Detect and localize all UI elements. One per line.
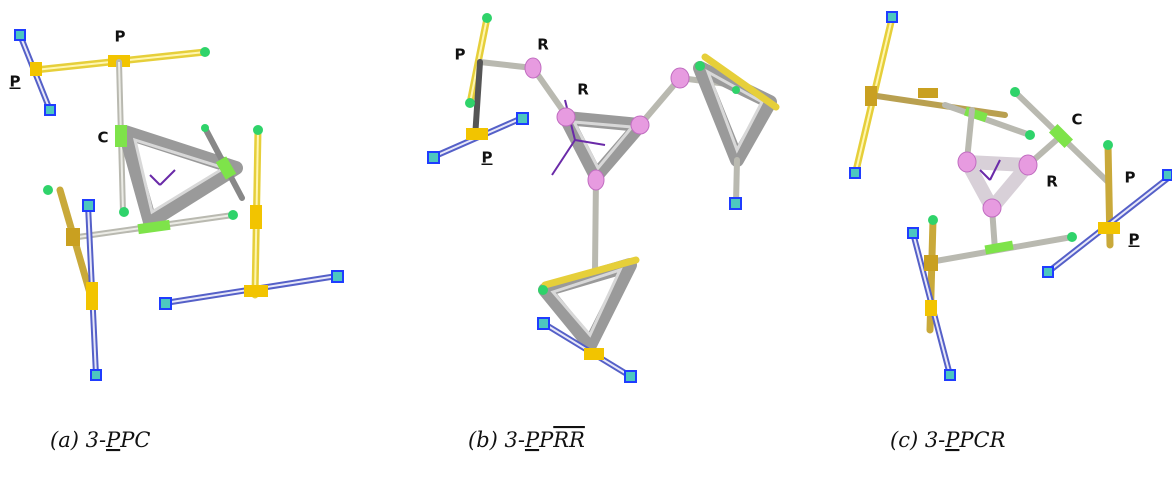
joint-label: P: [482, 149, 493, 167]
caption-part: P: [524, 428, 540, 452]
joint-label: P: [10, 73, 21, 91]
mechanism-a: [15, 30, 343, 380]
figure: PPC(a) 3-PPCPRRP(b) 3-PPRRCRPP(c) 3-PPCR: [0, 0, 1172, 479]
mechanism-c: [850, 12, 1172, 380]
joint-label: R: [537, 36, 549, 54]
joint-label: C: [97, 129, 108, 147]
caption-part: P: [105, 428, 121, 452]
joint-label: C: [1071, 111, 1082, 129]
joint-label: P: [115, 28, 126, 46]
caption-part: (b) 3-: [468, 428, 525, 452]
caption-part: P: [944, 428, 960, 452]
joint-label: P: [455, 46, 466, 64]
caption-part: (c) 3-: [890, 428, 945, 452]
joint-label: P: [1129, 231, 1140, 249]
joint-label: R: [577, 81, 589, 99]
mechanism-b: [428, 13, 776, 382]
caption: (b) 3-PPRR: [468, 428, 585, 452]
joint-label: R: [1046, 173, 1058, 191]
joint-label: P: [1125, 169, 1136, 187]
caption-part: (a) 3-: [50, 428, 106, 452]
caption-part: PC: [119, 428, 150, 452]
caption-part: RR: [552, 428, 585, 452]
caption-part: P: [538, 428, 554, 452]
caption-part: PCR: [958, 428, 1005, 452]
caption: (c) 3-PPCR: [890, 428, 1006, 452]
caption: (a) 3-PPC: [50, 428, 150, 452]
